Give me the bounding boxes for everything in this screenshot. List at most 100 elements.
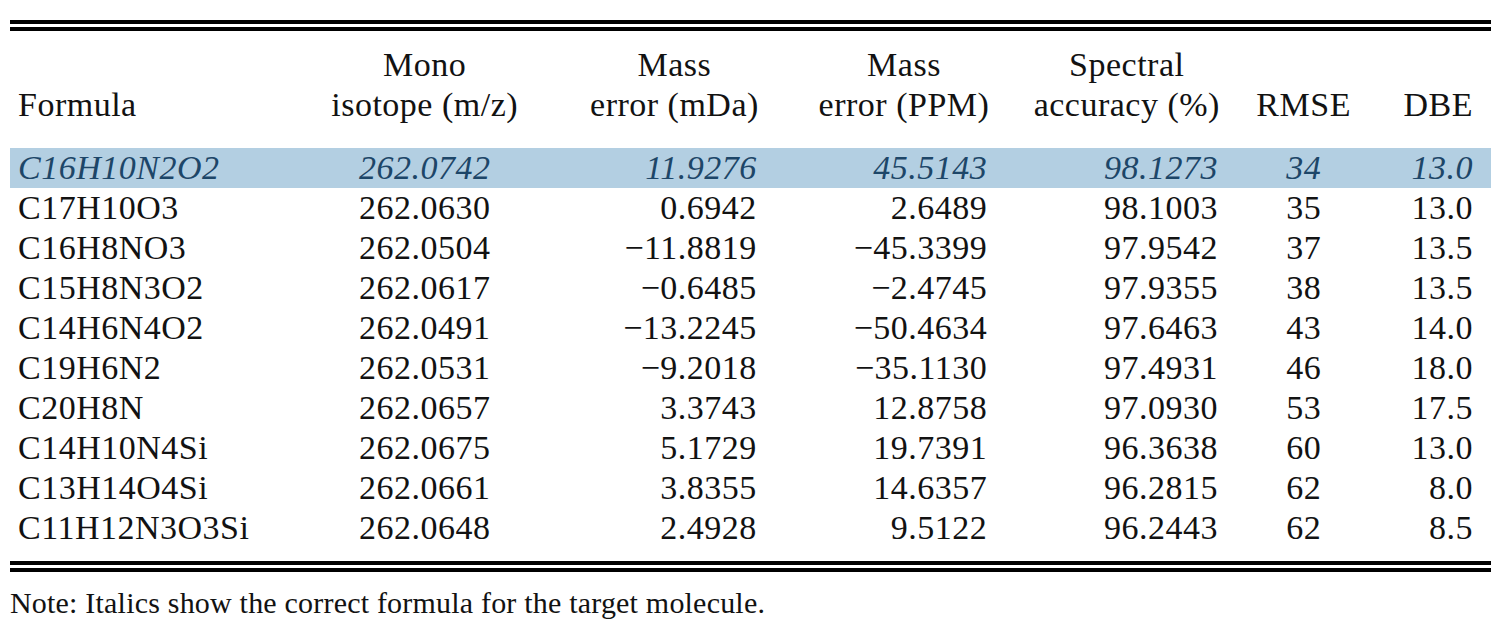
cell-dbe: 14.0 <box>1381 308 1491 348</box>
cell-mass-error-mda: 11.9276 <box>559 143 760 189</box>
cell-dbe: 13.0 <box>1381 428 1491 468</box>
cell-mass-error-mda: −11.8819 <box>559 228 760 268</box>
cell-mono-isotope: 262.0675 <box>290 428 560 468</box>
formula-candidates-table: Formula Mono isotope (m/z) Mass error (m… <box>10 31 1491 548</box>
cell-formula: C20H8N <box>10 388 290 428</box>
cell-mono-isotope: 262.0648 <box>290 508 560 548</box>
cell-mass-error-ppm: 9.5122 <box>761 508 994 548</box>
cell-spectral-accuracy: 97.0930 <box>993 388 1226 428</box>
cell-mass-error-mda: 0.6942 <box>559 188 760 228</box>
table-row: C14H10N4Si262.06755.172919.739196.363860… <box>10 428 1491 468</box>
cell-formula: C14H6N4O2 <box>10 308 290 348</box>
table-body: C16H10N2O2262.074211.927645.514398.12733… <box>10 143 1491 549</box>
cell-mass-error-ppm: 19.7391 <box>761 428 994 468</box>
cell-dbe: 13.5 <box>1381 268 1491 308</box>
table-row: C14H6N4O2262.0491−13.2245−50.463497.6463… <box>10 308 1491 348</box>
cell-rmse: 53 <box>1226 388 1382 428</box>
cell-dbe: 17.5 <box>1381 388 1491 428</box>
cell-dbe: 18.0 <box>1381 348 1491 388</box>
cell-spectral-accuracy: 97.9355 <box>993 268 1226 308</box>
cell-rmse: 35 <box>1226 188 1382 228</box>
cell-spectral-accuracy: 97.9542 <box>993 228 1226 268</box>
cell-rmse: 60 <box>1226 428 1382 468</box>
column-header-mono-isotope: Mono isotope (m/z) <box>290 31 560 143</box>
cell-dbe: 13.0 <box>1381 143 1491 189</box>
header-label: Formula <box>18 85 137 125</box>
cell-rmse: 62 <box>1226 508 1382 548</box>
cell-mass-error-mda: 5.1729 <box>559 428 760 468</box>
cell-rmse: 62 <box>1226 468 1382 508</box>
cell-mass-error-ppm: 2.6489 <box>761 188 994 228</box>
cell-dbe: 13.0 <box>1381 188 1491 228</box>
cell-spectral-accuracy: 98.1273 <box>993 143 1226 189</box>
cell-mass-error-ppm: −35.1130 <box>761 348 994 388</box>
header-label: Mass error (PPM) <box>819 45 990 125</box>
cell-rmse: 43 <box>1226 308 1382 348</box>
cell-formula: C16H8NO3 <box>10 228 290 268</box>
header-row: Formula Mono isotope (m/z) Mass error (m… <box>10 31 1491 143</box>
column-header-mass-error-ppm: Mass error (PPM) <box>761 31 994 143</box>
highlighted-row: C16H10N2O2262.074211.927645.514398.12733… <box>10 143 1491 189</box>
table-row: C15H8N3O2262.0617−0.6485−2.474597.935538… <box>10 268 1491 308</box>
cell-mass-error-mda: −13.2245 <box>559 308 760 348</box>
cell-mass-error-ppm: −2.4745 <box>761 268 994 308</box>
column-header-mass-error-mda: Mass error (mDa) <box>559 31 760 143</box>
table-row: C17H10O3262.06300.69422.648998.10033513.… <box>10 188 1491 228</box>
table-row: C20H8N262.06573.374312.875897.09305317.5 <box>10 388 1491 428</box>
cell-mono-isotope: 262.0657 <box>290 388 560 428</box>
cell-spectral-accuracy: 96.2443 <box>993 508 1226 548</box>
cell-mono-isotope: 262.0491 <box>290 308 560 348</box>
header-label: Spectral accuracy (%) <box>1034 45 1220 125</box>
column-header-dbe: DBE <box>1381 31 1491 143</box>
header-label: RMSE <box>1256 85 1351 125</box>
cell-mass-error-mda: 3.3743 <box>559 388 760 428</box>
cell-dbe: 8.5 <box>1381 508 1491 548</box>
cell-mass-error-ppm: 14.6357 <box>761 468 994 508</box>
cell-dbe: 13.5 <box>1381 228 1491 268</box>
cell-mass-error-mda: −9.2018 <box>559 348 760 388</box>
cell-formula: C15H8N3O2 <box>10 268 290 308</box>
table-top-rule <box>10 20 1491 31</box>
cell-rmse: 37 <box>1226 228 1382 268</box>
column-header-spectral-accuracy: Spectral accuracy (%) <box>993 31 1226 143</box>
table-figure: Formula Mono isotope (m/z) Mass error (m… <box>0 20 1501 621</box>
column-header-rmse: RMSE <box>1226 31 1382 143</box>
cell-mono-isotope: 262.0531 <box>290 348 560 388</box>
cell-mono-isotope: 262.0630 <box>290 188 560 228</box>
cell-formula: C19H6N2 <box>10 348 290 388</box>
cell-formula: C17H10O3 <box>10 188 290 228</box>
table-row: C16H8NO3262.0504−11.8819−45.339997.95423… <box>10 228 1491 268</box>
cell-rmse: 34 <box>1226 143 1382 189</box>
cell-mass-error-ppm: −50.4634 <box>761 308 994 348</box>
cell-mono-isotope: 262.0504 <box>290 228 560 268</box>
cell-mono-isotope: 262.0617 <box>290 268 560 308</box>
column-header-formula: Formula <box>10 31 290 143</box>
cell-spectral-accuracy: 98.1003 <box>993 188 1226 228</box>
table-bottom-rule <box>10 561 1491 572</box>
cell-mass-error-mda: 2.4928 <box>559 508 760 548</box>
header-label: Mass error (mDa) <box>590 45 759 125</box>
cell-mass-error-mda: −0.6485 <box>559 268 760 308</box>
cell-mass-error-ppm: 12.8758 <box>761 388 994 428</box>
cell-spectral-accuracy: 97.6463 <box>993 308 1226 348</box>
cell-spectral-accuracy: 96.3638 <box>993 428 1226 468</box>
header-label: DBE <box>1404 85 1474 125</box>
cell-mass-error-ppm: −45.3399 <box>761 228 994 268</box>
cell-dbe: 8.0 <box>1381 468 1491 508</box>
cell-formula: C16H10N2O2 <box>10 143 290 189</box>
cell-rmse: 38 <box>1226 268 1382 308</box>
cell-mass-error-ppm: 45.5143 <box>761 143 994 189</box>
table-header: Formula Mono isotope (m/z) Mass error (m… <box>10 31 1491 143</box>
cell-mono-isotope: 262.0742 <box>290 143 560 189</box>
cell-formula: C11H12N3O3Si <box>10 508 290 548</box>
cell-spectral-accuracy: 96.2815 <box>993 468 1226 508</box>
cell-spectral-accuracy: 97.4931 <box>993 348 1226 388</box>
cell-mass-error-mda: 3.8355 <box>559 468 760 508</box>
cell-formula: C14H10N4Si <box>10 428 290 468</box>
cell-formula: C13H14O4Si <box>10 468 290 508</box>
table-row: C11H12N3O3Si262.06482.49289.512296.24436… <box>10 508 1491 548</box>
table-row: C19H6N2262.0531−9.2018−35.113097.4931461… <box>10 348 1491 388</box>
header-label: Mono isotope (m/z) <box>331 45 518 125</box>
cell-rmse: 46 <box>1226 348 1382 388</box>
table-row: C13H14O4Si262.06613.835514.635796.281562… <box>10 468 1491 508</box>
